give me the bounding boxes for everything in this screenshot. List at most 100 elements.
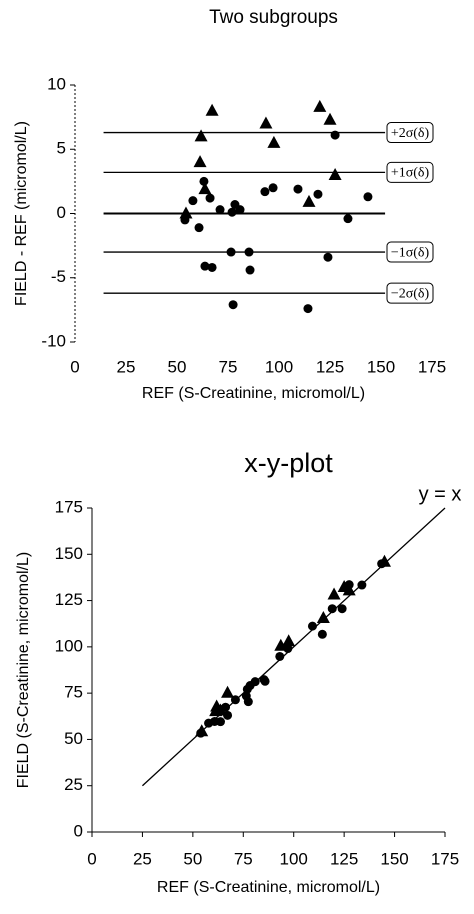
x-tick-label: 125 (316, 357, 344, 376)
x-tick-label: 175 (418, 357, 446, 376)
x-tick-label: 75 (234, 849, 253, 868)
circle-point (196, 728, 206, 738)
triangle-point (198, 182, 212, 195)
y-tick-label: 5 (57, 139, 66, 158)
y-tick-label: 100 (55, 636, 83, 655)
x-tick-label: 150 (380, 849, 408, 868)
circle-point (344, 580, 354, 590)
circle-point (199, 176, 209, 186)
circle-point (205, 193, 215, 203)
x-tick-label: 50 (183, 849, 202, 868)
sigma-label: −1σ(δ) (391, 245, 430, 260)
circle-point (337, 604, 347, 614)
triangle-point (323, 112, 337, 125)
circle-point (250, 677, 260, 687)
triangle-point (327, 587, 341, 600)
y-tick-label: 175 (55, 497, 83, 516)
chart-title: Two subgroups (209, 7, 338, 28)
circle-point (243, 697, 253, 707)
triangle-point (328, 167, 342, 180)
x-tick-label: 50 (168, 357, 187, 376)
circle-point (260, 676, 270, 686)
triangle-point (259, 116, 273, 129)
x-tick-label: 0 (70, 357, 79, 376)
circle-point (188, 196, 198, 206)
circle-point (200, 261, 210, 271)
circle-point (357, 580, 367, 590)
y-tick-label: 150 (55, 544, 83, 563)
circle-point (230, 695, 240, 705)
triangle-point (179, 206, 193, 219)
triangle-point (205, 103, 219, 116)
circle-point (323, 252, 333, 262)
circle-point (244, 247, 254, 257)
circle-point (235, 205, 245, 215)
x-tick-label: 175 (431, 849, 459, 868)
y-tick-label: 0 (57, 203, 66, 222)
sigma-label: +1σ(δ) (391, 166, 430, 181)
y-tick-label: 50 (64, 729, 83, 748)
circle-point (283, 644, 293, 654)
x-tick-label: 25 (133, 849, 152, 868)
sigma-label-box (386, 161, 434, 183)
circle-point (268, 183, 278, 193)
sigma-label-box (386, 122, 434, 144)
y-tick-label: 25 (64, 775, 83, 794)
identity-label: y = x (419, 483, 462, 505)
triangle-point (194, 129, 208, 142)
circle-point (223, 710, 233, 720)
x-tick-label: 0 (87, 849, 96, 868)
circle-point (307, 621, 317, 631)
triangle-point (316, 610, 330, 623)
x-tick-label: 25 (117, 357, 136, 376)
identity-line (141, 507, 446, 787)
circle-point (207, 262, 217, 272)
circle-point (327, 604, 337, 614)
circle-point (317, 629, 327, 639)
y-tick-label: -10 (41, 331, 66, 350)
circle-point (275, 651, 285, 661)
y-tick-label: -5 (51, 267, 66, 286)
triangle-point (267, 135, 281, 148)
circle-point (377, 559, 387, 569)
x-tick-label: 125 (330, 849, 358, 868)
circle-point (228, 300, 238, 310)
circle-point (221, 702, 231, 712)
circle-point (343, 214, 353, 224)
circle-point (180, 215, 190, 225)
y-tick-label: 0 (74, 821, 83, 840)
x-axis-label: REF (S-Creatinine, micromol/L) (157, 879, 380, 896)
circle-point (215, 717, 225, 727)
sigma-label: +2σ(δ) (391, 126, 430, 141)
triangle-point (313, 99, 327, 112)
sigma-label-box (386, 282, 434, 304)
x-tick-label: 100 (280, 849, 308, 868)
circle-point (330, 130, 340, 140)
chart-title: x-y-plot (244, 448, 333, 478)
y-tick-label: 75 (64, 683, 83, 702)
y-tick-label: 125 (55, 590, 83, 609)
sigma-label: −2σ(δ) (391, 286, 430, 301)
x-tick-label: 150 (367, 357, 395, 376)
circle-point (260, 187, 270, 197)
circle-point (245, 265, 255, 275)
y-tick-label: 10 (47, 74, 66, 93)
circle-point (293, 184, 303, 194)
y-axis-label: FIELD - REF (micromol/L) (13, 121, 30, 306)
y-axis-label: FIELD (S-Creatinine, micromol/L) (15, 552, 32, 789)
circle-point (363, 192, 373, 202)
circle-point (226, 247, 236, 257)
triangle-point (302, 194, 316, 207)
x-axis-label: REF (S-Creatinine, micromol/L) (142, 385, 365, 402)
triangle-point (342, 583, 356, 596)
circle-point (194, 223, 204, 233)
circle-point (303, 304, 313, 314)
triangle-point (282, 634, 296, 647)
sigma-label-box (386, 241, 434, 263)
triangle-point (193, 155, 207, 168)
triangle-point (221, 685, 235, 698)
circle-point (227, 207, 237, 217)
circle-point (215, 205, 225, 215)
circle-point (313, 189, 323, 199)
